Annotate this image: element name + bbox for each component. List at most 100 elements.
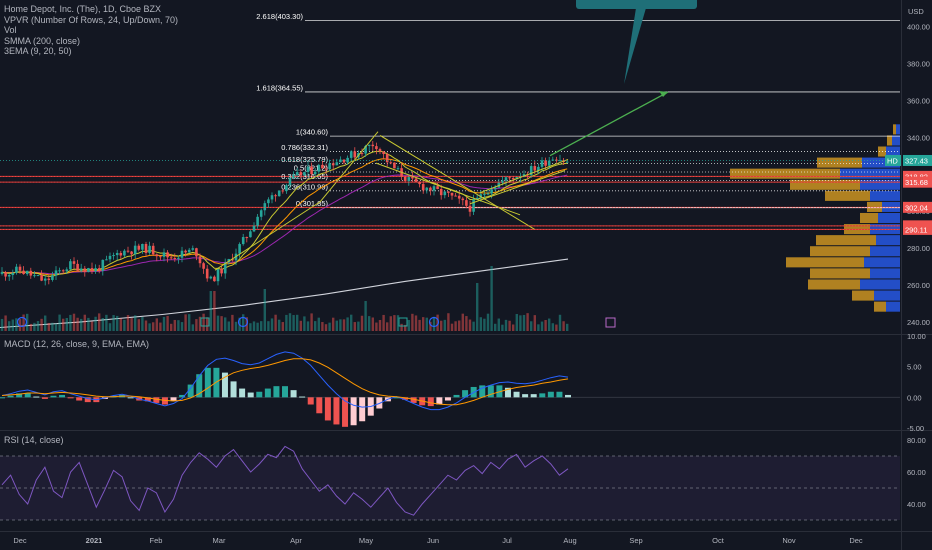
candle-body — [94, 268, 97, 272]
candle-body — [202, 263, 205, 269]
legend-smma[interactable]: SMMA (200, close) — [4, 35, 81, 46]
candle-body — [504, 177, 508, 181]
fib-level-label: 2.618(403.30) — [256, 12, 303, 21]
macd-histogram-bar — [290, 390, 297, 398]
volume-bar — [36, 321, 40, 331]
fib-level-label: 0.382(316.65) — [281, 172, 328, 181]
y-tick-label: 400.00 — [907, 22, 930, 31]
volume-bar — [353, 322, 356, 331]
macd-histogram-bar — [256, 391, 263, 398]
volume-bar — [296, 314, 299, 331]
candle-body — [151, 245, 155, 255]
candle-body — [216, 269, 220, 282]
volume-bar — [530, 321, 533, 331]
candle-body — [58, 270, 61, 272]
candle-body — [414, 178, 418, 182]
volume-bar — [468, 319, 472, 331]
candle-body — [36, 275, 40, 277]
macd-histogram-bar — [67, 397, 74, 399]
legend-vol[interactable]: Vol — [4, 25, 17, 35]
volume-bar — [206, 317, 209, 331]
volume-bar — [213, 291, 216, 331]
price-tag-label: 290.11 — [905, 225, 927, 234]
volume-bar — [166, 315, 169, 331]
candle-body — [306, 166, 310, 172]
volume-bar — [274, 314, 277, 331]
volume-bar — [256, 322, 259, 331]
candle-body — [126, 250, 130, 252]
candle-body — [331, 163, 335, 166]
vpvr-bar-down — [790, 179, 860, 190]
macd-histogram-bar — [196, 374, 203, 398]
candle-body — [274, 195, 277, 197]
rsi-label[interactable]: RSI (14, close) — [4, 435, 64, 445]
volume-bar — [22, 314, 25, 331]
macd-histogram-bar — [556, 391, 563, 398]
volume-bar — [418, 319, 421, 331]
candle-body — [364, 145, 367, 154]
volume-bar — [454, 321, 457, 331]
candle-body — [461, 198, 465, 201]
candle-body — [141, 244, 144, 250]
volume-bar — [548, 318, 551, 331]
volume-bar — [346, 317, 349, 331]
x-tick-label: May — [359, 536, 373, 545]
candle-body — [515, 177, 519, 180]
volume-bar — [184, 314, 187, 331]
candle-body — [112, 255, 115, 257]
candle-body — [159, 256, 162, 258]
volume-bar — [378, 319, 382, 331]
volume-bar — [386, 322, 389, 331]
macd-histogram-bar — [282, 386, 288, 398]
candle-body — [443, 191, 447, 196]
volume-bar — [195, 319, 198, 331]
vpvr-bar-up — [874, 290, 900, 301]
legend-3ema[interactable]: 3EMA (9, 20, 50) — [4, 46, 72, 56]
volume-bar — [461, 313, 464, 331]
volume-bar — [328, 322, 331, 331]
volume-bar — [76, 317, 79, 331]
volume-bar — [558, 314, 562, 331]
volume-bar — [0, 318, 4, 331]
volume-bar — [260, 321, 263, 331]
symbol-tag — [885, 154, 901, 166]
volume-bar — [425, 317, 428, 331]
vpvr-bar-down — [887, 135, 892, 146]
symbol-tag-label: HD — [887, 156, 898, 165]
macd-histogram-bar — [410, 397, 417, 403]
x-tick-label: Jul — [502, 536, 512, 545]
legend-title: Home Depot, Inc. (The), 1D, Cboe BZX — [4, 4, 162, 14]
volume-bar — [562, 321, 565, 331]
volume-bar — [422, 317, 425, 331]
candle-body — [148, 245, 151, 253]
macd-histogram-bar — [179, 394, 186, 398]
price-tag — [903, 201, 932, 213]
macd-histogram-bar — [247, 392, 254, 398]
candle-body — [195, 248, 198, 257]
macd-histogram-bar — [402, 397, 409, 400]
volume-bar — [98, 313, 101, 331]
x-tick-label: Oct — [712, 536, 725, 545]
volume-bar — [339, 319, 342, 331]
volume-bar — [65, 317, 68, 331]
volume-bar — [321, 322, 324, 331]
currency-label: USD — [908, 7, 924, 16]
macd-histogram-bar — [307, 397, 314, 405]
candle-body — [285, 185, 288, 192]
volume-bar — [450, 323, 454, 331]
candle-body — [205, 268, 209, 279]
macd-label[interactable]: MACD (12, 26, close, 9, EMA, EMA) — [4, 339, 150, 349]
legend-vpvr[interactable]: VPVR (Number Of Rows, 24, Up/Down, 70) — [4, 14, 179, 25]
volume-bar — [389, 316, 392, 331]
price-tag-label: 302.04 — [905, 203, 928, 212]
volume-bar — [350, 314, 353, 331]
macd-histogram-bar — [161, 397, 168, 405]
vpvr-bar-down — [860, 212, 878, 224]
volume-bar — [137, 319, 140, 331]
volume-bar — [494, 323, 497, 331]
candle-body — [241, 237, 245, 245]
callout-pointer — [624, 8, 646, 84]
volume-bar — [54, 323, 58, 331]
